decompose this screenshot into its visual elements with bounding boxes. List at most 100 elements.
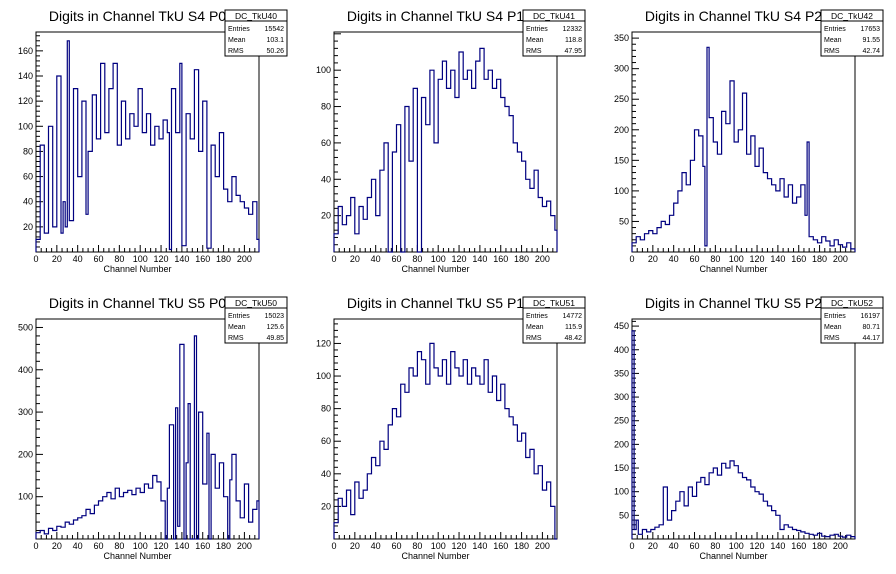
histogram-series [35, 40, 260, 252]
x-axis-label: Channel Number [103, 264, 171, 274]
x-tick-label: 40 [73, 541, 83, 551]
y-tick-label: 400 [18, 365, 33, 375]
x-tick-label: 180 [216, 254, 231, 264]
x-tick-label: 40 [371, 254, 381, 264]
x-tick-label: 60 [690, 541, 700, 551]
x-tick-label: 20 [350, 541, 360, 551]
y-tick-label: 200 [614, 439, 629, 449]
stats-label: Mean [228, 324, 246, 331]
stats-value: 44.17 [862, 335, 880, 342]
chart-title: Digits in Channel TkU S5 P0 [49, 295, 226, 311]
stats-value: 12332 [563, 26, 583, 33]
x-tick-label: 80 [710, 254, 720, 264]
histogram-panel: Digits in Channel TkU S5 P1 20 40 60 80 100 12… [316, 295, 586, 561]
y-tick-label: 60 [321, 436, 331, 446]
x-tick-label: 160 [791, 254, 806, 264]
y-tick-label: 60 [23, 172, 33, 182]
x-tick-label: 180 [812, 254, 827, 264]
histogram-panel: Digits in Channel TkU S4 P1 20 40 60 80 100 0 2… [316, 8, 586, 274]
y-tick-label: 150 [614, 155, 629, 165]
stats-box [522, 296, 586, 344]
histogram-panel: Digits in Channel TkU S4 P25010015020025… [614, 8, 884, 274]
chart-title: Digits in Channel TkU S5 P2 [645, 295, 822, 311]
x-tick-label: 80 [114, 541, 124, 551]
x-tick-label: 0 [331, 541, 336, 551]
y-tick-label: 50 [619, 216, 629, 226]
y-tick-label: 40 [23, 197, 33, 207]
x-tick-label: 20 [648, 541, 658, 551]
x-tick-label: 120 [452, 254, 467, 264]
y-tick-label: 350 [614, 33, 629, 43]
x-axis-label: Channel Number [699, 264, 767, 274]
stats-label: Entries [824, 26, 846, 33]
x-tick-label: 60 [94, 254, 104, 264]
histogram-panel: Digits in Channel TkU S4 P0 20 40 60 80 100 12… [18, 8, 288, 274]
x-tick-label: 0 [629, 541, 634, 551]
y-tick-label: 250 [614, 416, 629, 426]
x-tick-label: 180 [812, 541, 827, 551]
stats-value: 49.85 [266, 335, 284, 342]
x-tick-label: 0 [33, 541, 38, 551]
x-tick-label: 0 [33, 254, 38, 264]
histogram-series [35, 335, 260, 540]
stats-value: 47.95 [564, 48, 582, 55]
y-tick-label: 120 [18, 96, 33, 106]
x-axis-label: Channel Number [401, 551, 469, 561]
x-tick-label: 160 [493, 254, 508, 264]
y-tick-label: 160 [18, 46, 33, 56]
y-tick-label: 450 [614, 321, 629, 331]
y-tick-label: 20 [23, 222, 33, 232]
x-tick-label: 80 [114, 254, 124, 264]
x-tick-label: 140 [174, 254, 189, 264]
x-tick-label: 200 [535, 254, 550, 264]
x-tick-label: 80 [412, 254, 422, 264]
y-tick-label: 250 [614, 94, 629, 104]
stats-label: Entries [824, 313, 846, 320]
stats-value: 103.1 [266, 37, 284, 44]
stats-name: DC_TkU50 [235, 298, 277, 308]
y-tick-label: 200 [18, 449, 33, 459]
x-tick-label: 20 [52, 254, 62, 264]
y-tick-label: 80 [23, 146, 33, 156]
y-tick-label: 120 [316, 338, 331, 348]
chart-title: Digits in Channel TkU S4 P1 [347, 8, 524, 24]
x-tick-label: 20 [350, 254, 360, 264]
y-tick-label: 100 [18, 121, 33, 131]
y-tick-label: 20 [321, 211, 331, 221]
stats-value: 14772 [563, 313, 583, 320]
x-tick-label: 100 [729, 254, 744, 264]
y-tick-label: 60 [321, 138, 331, 148]
y-tick-label: 150 [614, 463, 629, 473]
y-tick-label: 300 [18, 407, 33, 417]
stats-label: Mean [526, 324, 544, 331]
x-tick-label: 120 [750, 254, 765, 264]
stats-value: 125.6 [266, 324, 284, 331]
y-tick-label: 80 [321, 102, 331, 112]
stats-label: Mean [824, 37, 842, 44]
x-tick-label: 180 [514, 254, 529, 264]
x-tick-label: 140 [174, 541, 189, 551]
y-tick-label: 300 [614, 64, 629, 74]
x-tick-label: 100 [133, 541, 148, 551]
y-tick-label: 400 [614, 345, 629, 355]
stats-value: 91.55 [862, 37, 880, 44]
stats-box [820, 296, 884, 344]
x-tick-label: 20 [648, 254, 658, 264]
stats-name: DC_TkU52 [831, 298, 873, 308]
x-tick-label: 40 [669, 254, 679, 264]
stats-name: DC_TkU41 [533, 11, 575, 21]
x-axis-label: Channel Number [699, 551, 767, 561]
stats-label: Entries [228, 26, 250, 33]
histogram-series [333, 47, 558, 253]
y-tick-label: 100 [316, 371, 331, 381]
stats-label: RMS [526, 48, 542, 55]
x-tick-label: 100 [431, 254, 446, 264]
x-tick-label: 200 [535, 541, 550, 551]
stats-label: Entries [526, 313, 548, 320]
stats-value: 17653 [861, 26, 881, 33]
x-tick-label: 40 [73, 254, 83, 264]
plot-frame [631, 318, 856, 540]
x-axis-label: Channel Number [401, 264, 469, 274]
x-tick-label: 120 [750, 541, 765, 551]
stats-label: RMS [228, 335, 244, 342]
